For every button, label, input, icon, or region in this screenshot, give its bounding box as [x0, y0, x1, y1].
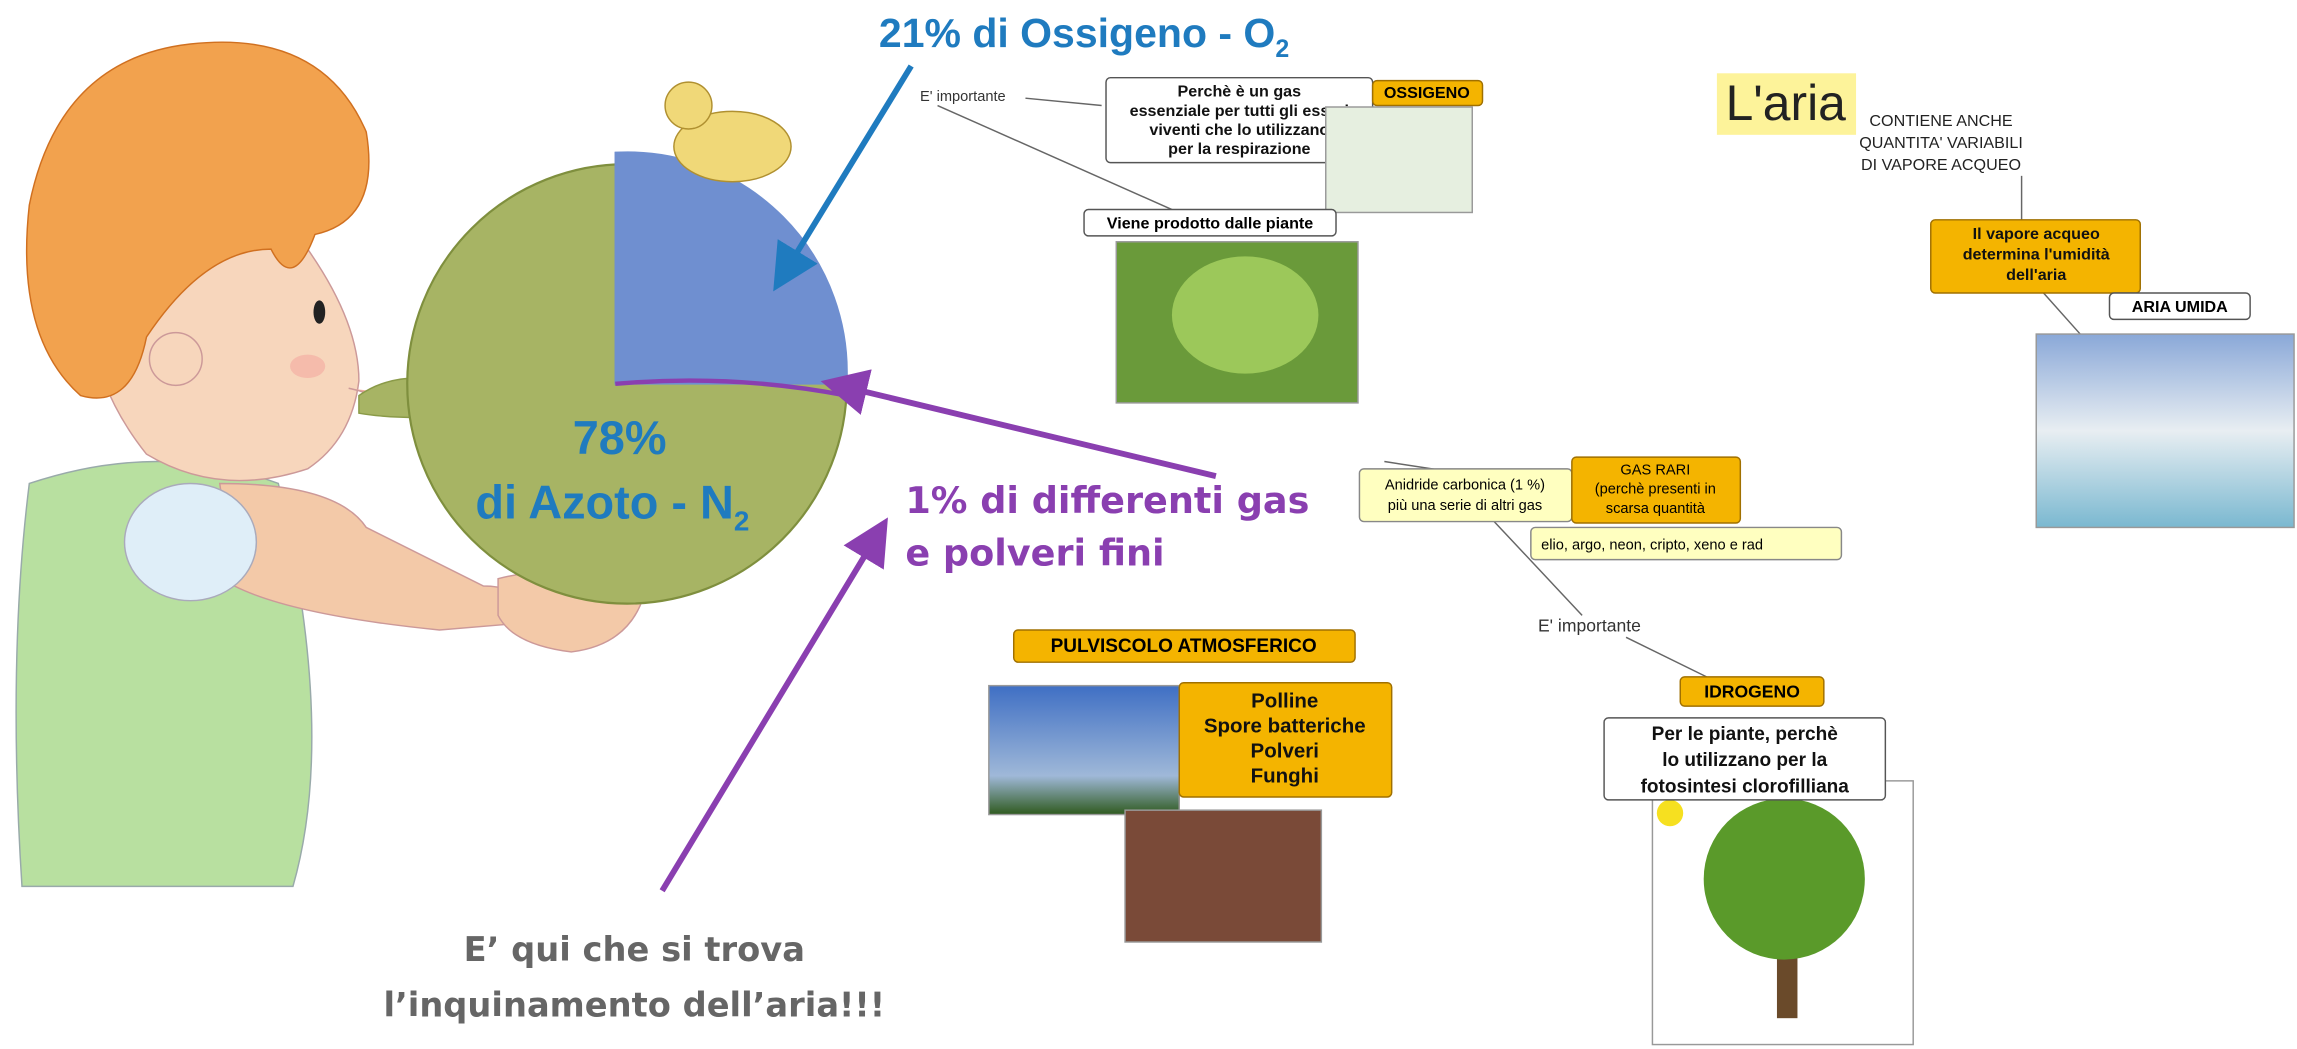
hydrogen-title: IDROGENO: [1704, 681, 1800, 701]
box-text: dell'aria: [2006, 266, 2067, 284]
gas-list: elio, argo, neon, cripto, xeno e rad: [1541, 537, 1763, 553]
humid-air: ARIA UMIDA: [2132, 298, 2228, 316]
box-text: scarsa quantità: [1606, 501, 1706, 517]
box-text: più una serie di altri gas: [1388, 498, 1542, 514]
nitrogen-text: di Azoto - N: [475, 477, 734, 529]
box-text: Perchè è un gas: [1178, 83, 1302, 101]
oxygen-title: OSSIGENO: [1384, 84, 1470, 102]
dust-title: PULVISCOLO ATMOSFERICO: [1051, 636, 1317, 657]
slide: 21% di Ossigeno - O2 78% di Azoto - N2 1…: [0, 0, 2297, 1049]
box-text: Polline: [1251, 690, 1318, 713]
source-text: Viene prodotto dalle piante: [1107, 215, 1314, 233]
photo: [1125, 810, 1321, 942]
box-text: viventi che lo utilizzano: [1149, 121, 1329, 139]
oxygen-subscript: 2: [1275, 35, 1289, 63]
box-text: Polveri: [1251, 739, 1319, 762]
other-gases-label: e polveri fini: [905, 532, 1164, 575]
nitrogen-subscript: 2: [734, 505, 749, 536]
connectors: [938, 98, 2081, 677]
box-text: Funghi: [1251, 764, 1319, 787]
box-text: per la respirazione: [1168, 140, 1310, 158]
map-title: L'aria: [1726, 75, 1847, 131]
box-text: (perchè presenti in: [1595, 482, 1716, 498]
pollution-note: E’ qui che si trova: [464, 930, 805, 969]
photo: [1326, 107, 1472, 212]
oxygen-arrow: [779, 66, 911, 281]
nitrogen-percent: 78%: [573, 412, 667, 464]
box-text: determina l'umidità: [1963, 245, 2110, 263]
box-text: fotosintesi clorofilliana: [1641, 777, 1850, 798]
box-text: essenziale per tutti gli esseri: [1130, 102, 1349, 120]
map-text: CONTIENE ANCHE: [1869, 112, 2012, 130]
photo: [989, 686, 1179, 815]
box-text: Per le piante, perchè: [1652, 724, 1838, 745]
nitrogen-label: di Azoto - N2: [475, 477, 749, 537]
box-text: Il vapore acqueo: [1973, 225, 2100, 243]
box-text: Anidride carbonica (1 %): [1385, 477, 1545, 493]
box-text: Spore batteriche: [1204, 715, 1366, 738]
box-text: lo utilizzano per la: [1662, 750, 1827, 771]
other-gases-label: 1% di differenti gas: [905, 479, 1309, 522]
box-text: GAS RARI: [1620, 463, 1690, 479]
map-text: QUANTITA' VARIABILI: [1859, 134, 2023, 152]
oxygen-text: 21% di Ossigeno - O: [879, 10, 1275, 56]
oxygen-label: 21% di Ossigeno - O2: [879, 10, 1289, 63]
photo-detail: [1172, 256, 1318, 373]
link-label: E' importante: [1538, 615, 1641, 635]
photo: [2036, 334, 2294, 527]
link-label: E' importante: [920, 89, 1006, 105]
map-text: DI VAPORE ACQUEO: [1861, 156, 2021, 174]
pollution-note: l’inquinamento dell’aria!!!: [383, 986, 885, 1025]
photo-detail: [1657, 800, 1683, 826]
photo-detail: [1704, 798, 1865, 959]
